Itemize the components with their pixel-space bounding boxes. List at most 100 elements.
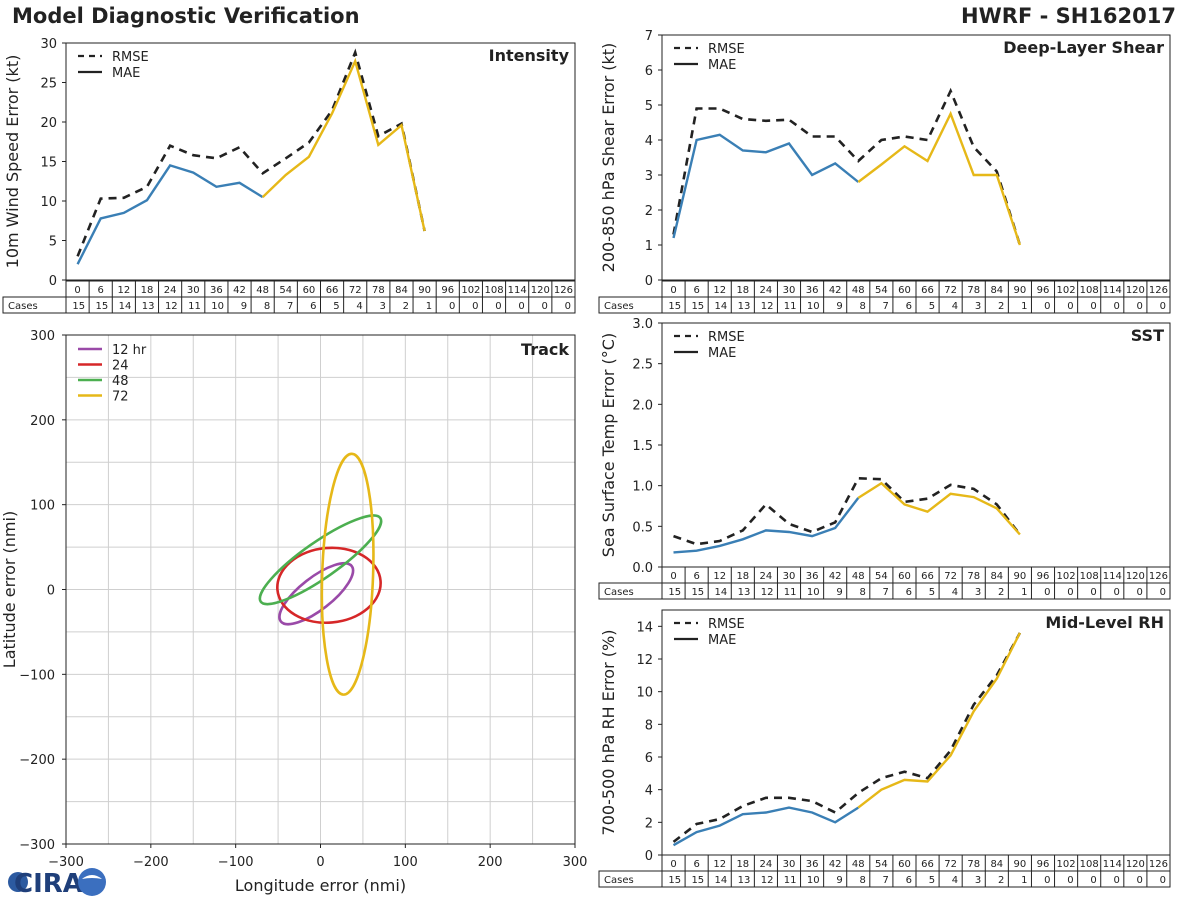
cases-label: Cases — [604, 875, 634, 886]
hour-cell: 78 — [372, 285, 385, 296]
cases-row — [598, 582, 1171, 600]
hour-cell: 78 — [967, 859, 980, 870]
y-tick-label: 5 — [49, 235, 57, 250]
hour-cell: 96 — [1037, 859, 1050, 870]
case-cell: 6 — [906, 875, 912, 886]
mae-line-early — [672, 133, 860, 239]
case-cell: 0 — [1090, 875, 1096, 886]
case-cell: 0 — [518, 301, 524, 312]
logo-cloud — [82, 875, 102, 879]
hour-cell: 78 — [967, 571, 980, 582]
y-tick-label: −300 — [19, 838, 55, 853]
x-tick-label: 200 — [478, 855, 503, 870]
y-tick-label: 200 — [30, 414, 55, 429]
legend-rmse-label: RMSE — [708, 330, 745, 345]
hour-cell: 30 — [783, 859, 796, 870]
x-tick-label: −100 — [218, 855, 254, 870]
panel-title: Intensity — [489, 46, 570, 65]
y-tick-label: 100 — [30, 499, 55, 514]
rmse-line — [672, 632, 1022, 843]
hour-cell: 42 — [829, 859, 842, 870]
case-cell: 1 — [1021, 301, 1027, 312]
case-cell: 0 — [1137, 301, 1143, 312]
case-cell: 11 — [188, 301, 201, 312]
hour-cell: 36 — [806, 859, 819, 870]
case-cell: 0 — [1137, 587, 1143, 598]
mae-line-late — [261, 57, 426, 232]
hour-cell: 18 — [736, 285, 749, 296]
mae-line-late — [857, 632, 1021, 809]
panel-track: −300 −300 −200 −200 −100 −100 0 0 100 100 200 200 30… — [0, 329, 587, 895]
hour-cell: 72 — [944, 571, 957, 582]
hour-cell: 72 — [944, 285, 957, 296]
case-cell: 10 — [807, 587, 820, 598]
legend-mae-label: MAE — [708, 58, 736, 73]
case-cell: 14 — [715, 301, 728, 312]
hour-cell: 90 — [1014, 571, 1027, 582]
legend-rmse-label: RMSE — [708, 617, 745, 632]
legend-mae-label: MAE — [112, 66, 140, 81]
case-cell: 0 — [1067, 587, 1073, 598]
hour-cell: 66 — [921, 285, 934, 296]
hour-cell: 126 — [1149, 571, 1168, 582]
case-cell: 12 — [761, 301, 774, 312]
hour-cell: 66 — [921, 859, 934, 870]
hour-cell: 102 — [461, 285, 480, 296]
case-cell: 8 — [859, 875, 865, 886]
case-cell: 14 — [119, 301, 132, 312]
plot-frame — [661, 322, 1171, 568]
hour-cell: 12 — [713, 571, 726, 582]
y-tick-label: 30 — [40, 37, 57, 52]
rmse-line — [672, 87, 1022, 246]
case-cell: 0 — [1160, 875, 1166, 886]
case-cell: 15 — [691, 587, 704, 598]
case-cell: 9 — [836, 875, 842, 886]
y-tick-label: 1 — [645, 239, 653, 254]
track-ellipse — [276, 546, 382, 625]
case-cell: 11 — [784, 587, 797, 598]
hour-cell: 12 — [117, 285, 130, 296]
x-tick-label: 0 — [316, 855, 324, 870]
case-cell: 5 — [929, 301, 935, 312]
cira-logo: CIRA — [6, 866, 106, 899]
y-tick-label: 1.5 — [632, 439, 653, 454]
hour-cell: 114 — [1103, 859, 1122, 870]
hour-cell: 48 — [256, 285, 269, 296]
hour-cell: 0 — [670, 571, 676, 582]
hour-cell: 126 — [1149, 285, 1168, 296]
case-cell: 7 — [883, 587, 889, 598]
case-cell: 8 — [859, 587, 865, 598]
hour-cell: 102 — [1057, 571, 1076, 582]
case-cell: 12 — [761, 587, 774, 598]
hour-cell: 18 — [141, 285, 154, 296]
hour-cell: 6 — [693, 285, 699, 296]
case-cell: 12 — [165, 301, 178, 312]
hour-cell: 54 — [875, 285, 888, 296]
hour-cell: 72 — [944, 859, 957, 870]
hour-cell: 96 — [441, 285, 454, 296]
case-cell: 0 — [1137, 875, 1143, 886]
plot-frame — [65, 42, 576, 281]
y-axis-label: 200-850 hPa Shear Error (kt) — [599, 43, 618, 273]
legend-rmse-label: RMSE — [708, 42, 745, 57]
hour-cell: 90 — [1014, 859, 1027, 870]
case-cell: 0 — [1160, 587, 1166, 598]
cases-label: Cases — [604, 587, 634, 598]
case-cell: 4 — [952, 875, 958, 886]
case-cell: 3 — [975, 875, 981, 886]
case-cell: 1 — [1021, 587, 1027, 598]
case-cell: 15 — [691, 875, 704, 886]
hour-cell: 42 — [233, 285, 246, 296]
hour-cell: 108 — [1080, 859, 1099, 870]
case-cell: 0 — [472, 301, 478, 312]
case-cell: 13 — [738, 587, 751, 598]
track-legend-label: 48 — [112, 374, 129, 389]
y-tick-label: 2.5 — [632, 358, 653, 373]
y-tick-label: 0 — [47, 584, 55, 599]
hour-cell: 120 — [1126, 571, 1145, 582]
x-tick-label: −200 — [133, 855, 169, 870]
case-cell: 2 — [998, 875, 1004, 886]
cases-row — [598, 870, 1171, 888]
case-cell: 11 — [784, 875, 797, 886]
